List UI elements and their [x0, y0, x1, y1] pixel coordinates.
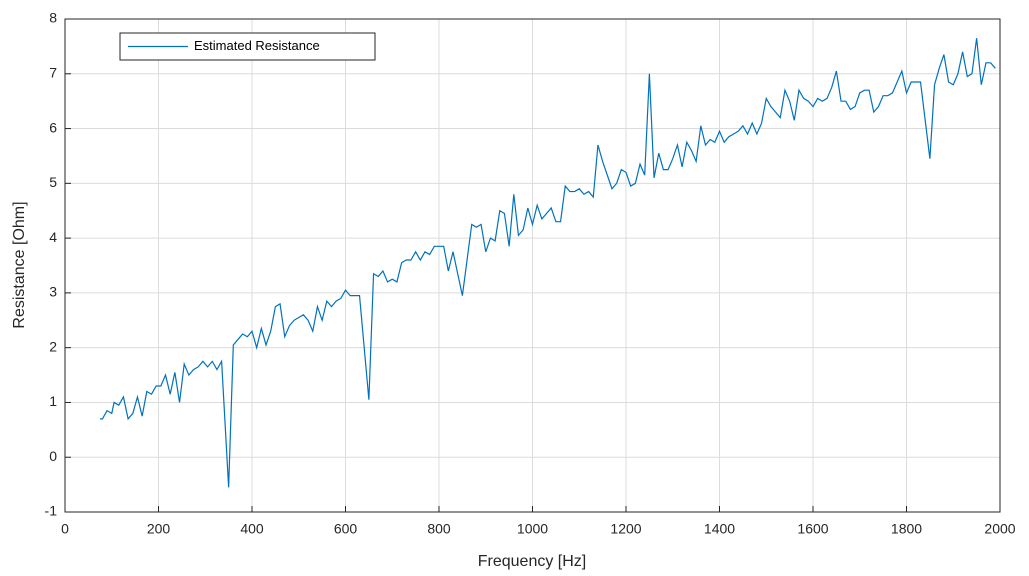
- y-tick-label: 1: [49, 393, 57, 409]
- y-tick-label: 4: [49, 229, 57, 245]
- y-tick-label: 8: [49, 10, 57, 26]
- legend-label: Estimated Resistance: [194, 38, 320, 53]
- x-axis-label: Frequency [Hz]: [478, 553, 586, 570]
- x-tick-label: 600: [334, 521, 358, 537]
- y-tick-label: 7: [49, 64, 57, 80]
- x-tick-label: 2000: [984, 521, 1015, 537]
- data-line: [100, 38, 996, 488]
- y-tick-label: 3: [49, 284, 57, 300]
- x-tick-label: 200: [147, 521, 171, 537]
- y-axis-label: Resistance [Ohm]: [11, 201, 28, 328]
- y-tick-label: 0: [49, 448, 57, 464]
- y-tick-label: 6: [49, 119, 57, 135]
- x-tick-label: 1600: [797, 521, 828, 537]
- x-tick-label: 1000: [517, 521, 548, 537]
- x-tick-label: 800: [427, 521, 451, 537]
- x-tick-label: 1200: [610, 521, 641, 537]
- x-tick-label: 1800: [891, 521, 922, 537]
- plot-frame: [64, 18, 1001, 513]
- x-tick-label: 0: [61, 521, 69, 537]
- y-tick-label: 5: [49, 174, 57, 190]
- x-tick-label: 400: [240, 521, 264, 537]
- y-tick-label: -1: [45, 503, 58, 519]
- y-tick-label: 2: [49, 338, 57, 354]
- x-tick-label: 1400: [704, 521, 735, 537]
